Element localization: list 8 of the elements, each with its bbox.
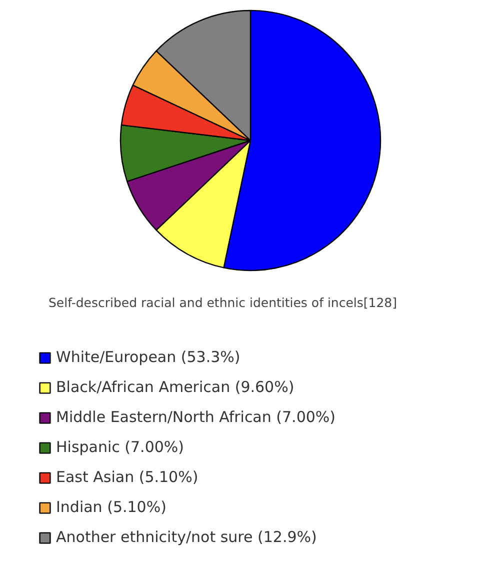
- legend-label: East Asian (5.10%): [56, 468, 198, 486]
- text: Self-described racial and ethnic identities of incels[128]: [48, 295, 397, 310]
- legend-label: Black/African American (9.60%): [56, 378, 294, 396]
- legend-label: Another ethnicity/not sure (12.9%): [56, 528, 317, 546]
- legend-label: Indian (5.10%): [56, 498, 166, 516]
- legend-label: Hispanic (7.00%): [56, 438, 184, 456]
- legend-label: Middle Eastern/North African (7.00%): [56, 408, 336, 426]
- legend-label: White/European (53.3%): [56, 348, 240, 366]
